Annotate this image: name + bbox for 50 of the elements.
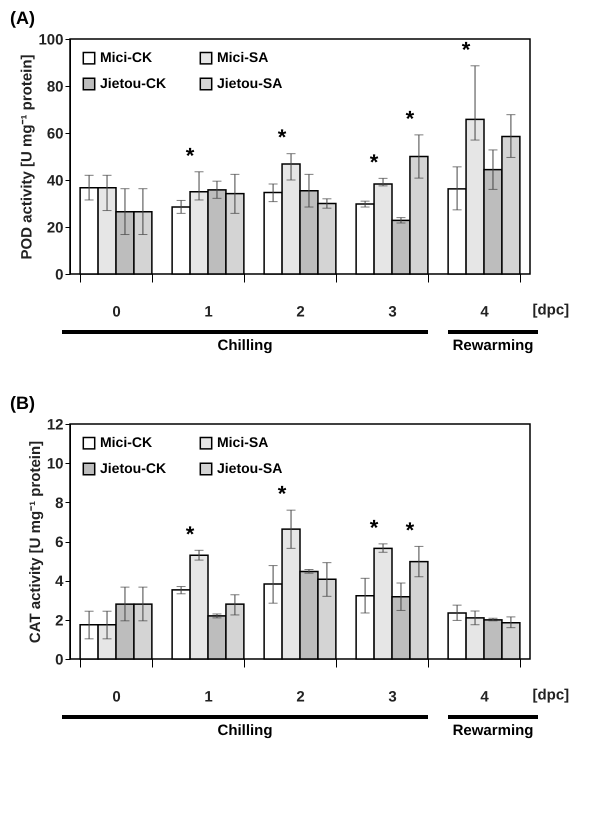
- x-tick-label: 4: [480, 688, 490, 706]
- legend-label: Jietou-SA: [217, 75, 282, 91]
- annotation: *: [406, 106, 415, 131]
- y-tick-label: 2: [55, 612, 64, 630]
- y-tick-label: 0: [55, 652, 64, 668]
- y-tick-label: 40: [46, 172, 64, 190]
- text: Chilling: [218, 722, 272, 739]
- y-tick-label: 80: [46, 78, 64, 96]
- y-tick-label: 8: [55, 494, 64, 512]
- x-tick-label: 2: [296, 688, 305, 706]
- text: Rewarming: [452, 337, 534, 354]
- text: Rewarming: [452, 722, 534, 739]
- x-tick-label: 3: [388, 688, 397, 706]
- y-tick-label: 20: [46, 220, 64, 236]
- annotation: *: [278, 481, 287, 506]
- annotation: *: [370, 149, 379, 174]
- x-tick-label: 1: [204, 304, 213, 320]
- y-tick-label: 60: [46, 126, 64, 142]
- text: Chilling: [218, 337, 272, 354]
- legend-label: Jietou-CK: [100, 460, 166, 476]
- annotation: *: [370, 514, 379, 540]
- x-tick-label: 2: [296, 304, 305, 320]
- legend-label: Mici-SA: [217, 49, 268, 66]
- y-tick-label: 100: [38, 32, 64, 48]
- y-axis-title: POD activity [U mg⁻¹ protein]: [18, 54, 36, 260]
- x-tick-label: 1: [204, 688, 213, 706]
- y-axis-title: CAT activity [U mg⁻¹ protein]: [26, 440, 44, 644]
- annotation: *: [278, 124, 287, 150]
- legend-label: Mici-CK: [100, 434, 152, 450]
- legend-label: Jietou-SA: [217, 460, 282, 476]
- annotation: *: [186, 142, 195, 168]
- x-axis-title: [dpc]: [532, 686, 570, 704]
- annotation: *: [462, 36, 471, 62]
- x-tick-label: 4: [480, 304, 490, 320]
- chart-title: (B): [10, 393, 35, 413]
- y-tick-label: 10: [46, 456, 64, 473]
- x-tick-label: 0: [112, 688, 121, 706]
- legend-label: Jietou-CK: [100, 75, 166, 91]
- x-tick-label: 0: [112, 304, 121, 320]
- legend-label: Mici-SA: [217, 434, 268, 450]
- y-tick-label: 6: [55, 534, 64, 551]
- y-tick-label: 4: [55, 573, 64, 590]
- x-axis-title: [dpc]: [532, 302, 570, 318]
- x-tick-label: 3: [388, 304, 397, 320]
- y-tick-label: 0: [55, 266, 64, 284]
- annotation: *: [186, 521, 195, 546]
- legend-label: Mici-CK: [100, 49, 152, 66]
- annotation: *: [406, 517, 415, 542]
- chart-title: (A): [10, 8, 35, 28]
- y-tick-label: 12: [46, 416, 64, 434]
